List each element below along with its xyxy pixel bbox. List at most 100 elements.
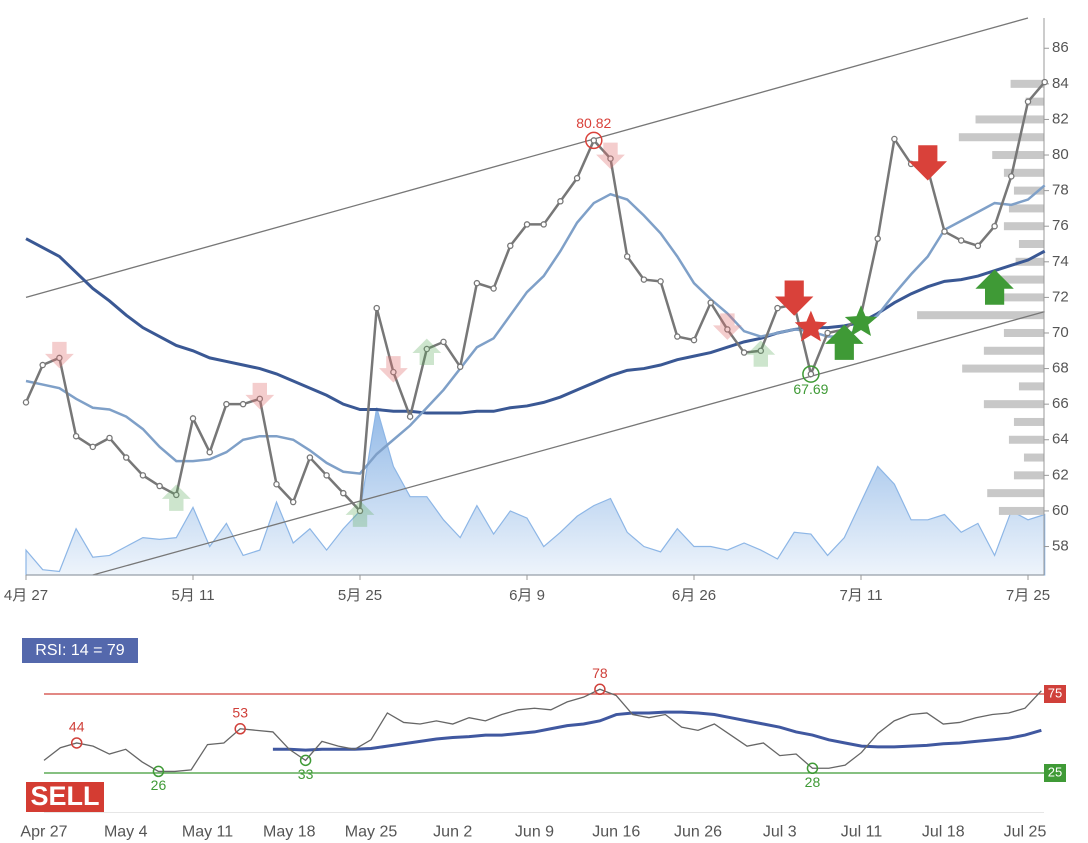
volume-profile-bar xyxy=(1013,186,1044,195)
rsi-title: RSI: 14 = 79 xyxy=(35,642,124,659)
volume-profile-bar xyxy=(1003,168,1044,177)
volume-profile-bar xyxy=(1018,240,1044,249)
volume-profile-bar xyxy=(1003,328,1044,337)
level-label: 25 xyxy=(1048,764,1062,779)
min-label: 67.69 xyxy=(793,381,828,397)
price-point xyxy=(1041,78,1048,86)
peak-label: 53 xyxy=(232,704,248,720)
price-point xyxy=(1008,173,1015,180)
x-tick-label: Jun 9 xyxy=(515,824,554,841)
volume-profile-bar xyxy=(998,506,1044,515)
strong-buy-signal xyxy=(825,324,864,360)
price-point xyxy=(473,279,481,287)
price-point xyxy=(607,155,614,162)
price-point xyxy=(423,345,431,353)
y-tick-label: 68 xyxy=(1052,360,1069,377)
volume-profile-bar xyxy=(1003,222,1044,231)
volume-area xyxy=(25,407,1046,576)
price-point xyxy=(774,304,781,312)
y-tick-label: 60 xyxy=(1052,502,1069,519)
price-point xyxy=(456,363,464,371)
buy-signal xyxy=(746,340,776,367)
volume-profile-bar xyxy=(962,364,1044,373)
peak-label: 44 xyxy=(69,719,85,735)
x-tick-label: Jun 26 xyxy=(674,824,722,841)
price-point xyxy=(273,480,280,488)
volume-profile-bar xyxy=(1015,257,1044,266)
strong-sell-signal xyxy=(908,145,947,181)
volume-profile-bar xyxy=(998,293,1044,302)
y-tick-label: 86 xyxy=(1052,39,1069,56)
x-tick-label: Apr 27 xyxy=(20,824,67,841)
peak-marker xyxy=(234,723,246,735)
price-point xyxy=(957,237,965,244)
sell-signal xyxy=(713,313,742,340)
price-point xyxy=(623,253,631,260)
price-point xyxy=(707,299,714,306)
price-point xyxy=(356,507,364,515)
max-marker xyxy=(585,131,603,150)
price-point xyxy=(1024,98,1032,105)
sell-star xyxy=(794,310,828,342)
x-tick-label: 7月 11 xyxy=(839,587,882,604)
price-point xyxy=(690,336,698,344)
volume-profile-bar xyxy=(987,489,1044,498)
x-tick-label: May 25 xyxy=(345,824,398,841)
y-tick-label: 76 xyxy=(1052,217,1069,234)
ma-short-line xyxy=(25,184,1046,475)
x-tick-label: Jun 16 xyxy=(592,824,640,841)
volume-profile-bar xyxy=(1013,471,1044,480)
buy-signal xyxy=(345,500,375,527)
volume-profile-bar xyxy=(1010,79,1044,88)
level-badge xyxy=(1044,685,1066,703)
price-point xyxy=(440,338,447,346)
price-point xyxy=(173,491,180,499)
price-point xyxy=(340,489,347,497)
y-tick-label: 74 xyxy=(1052,253,1069,270)
y-tick-label: 80 xyxy=(1052,146,1069,163)
volume-profile-bar xyxy=(992,151,1044,160)
price-point xyxy=(22,399,30,406)
price-point xyxy=(256,395,264,403)
price-point xyxy=(540,221,547,228)
y-tick-label: 58 xyxy=(1052,537,1069,554)
y-tick-label: 82 xyxy=(1052,110,1069,127)
sell-signal xyxy=(379,356,408,383)
x-tick-label: May 4 xyxy=(104,824,148,841)
price-point xyxy=(590,137,598,144)
price-point xyxy=(941,228,948,235)
trough-marker xyxy=(299,754,312,767)
price-point xyxy=(740,349,748,356)
x-tick-label: 4月 27 xyxy=(4,587,48,604)
price-point xyxy=(72,432,80,440)
price-point xyxy=(640,276,648,283)
y-tick-label: 64 xyxy=(1052,431,1069,448)
channel-line xyxy=(25,17,1029,299)
price-point xyxy=(674,333,681,340)
y-tick-label: 72 xyxy=(1052,288,1069,305)
ma-long-line xyxy=(25,237,1046,415)
x-tick-label: May 18 xyxy=(263,824,316,841)
volume-profile-bar xyxy=(1008,204,1044,213)
x-tick-label: Jun 2 xyxy=(433,824,472,841)
price-point xyxy=(306,454,314,461)
volume-profile-bar xyxy=(1025,97,1044,106)
volume-profile-bar xyxy=(983,400,1044,409)
strong-sell-signal xyxy=(775,280,814,316)
y-tick-label: 70 xyxy=(1052,324,1069,341)
price-point xyxy=(56,354,63,362)
trough-marker xyxy=(152,765,165,778)
level-label: 75 xyxy=(1048,685,1062,700)
price-point xyxy=(974,242,982,250)
x-tick-label: 6月 9 xyxy=(509,587,545,604)
sell-signal xyxy=(596,142,625,169)
level-badge xyxy=(1044,764,1066,782)
price-point xyxy=(89,443,97,451)
price-point xyxy=(139,472,147,479)
volume-profile-bar xyxy=(917,311,1044,320)
max-label: 80.82 xyxy=(576,115,611,131)
peak-label: 78 xyxy=(592,665,608,681)
price-point xyxy=(289,498,297,506)
min-marker xyxy=(802,365,820,383)
